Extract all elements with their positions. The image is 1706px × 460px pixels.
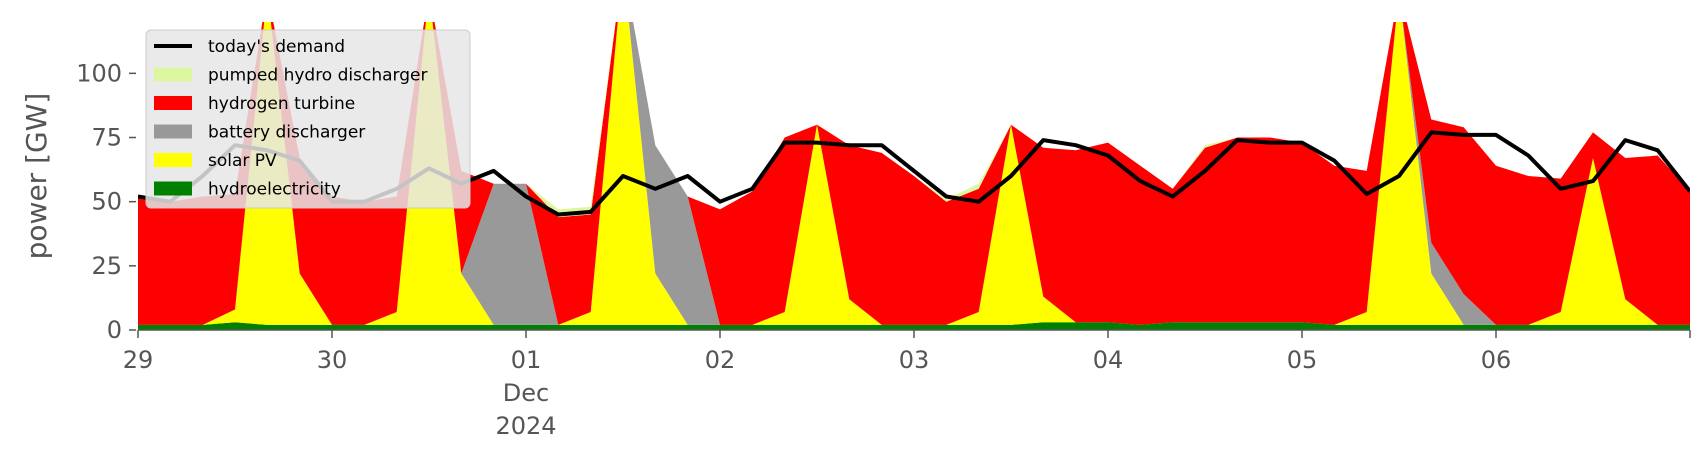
area-battery-discharger [138, 22, 1690, 325]
legend-label: hydroelectricity [208, 180, 341, 200]
legend-swatch [154, 96, 192, 110]
legend-label: solar PV [208, 151, 277, 171]
y-tick-label: 0 [107, 316, 122, 344]
legend: today's demand pumped hydro discharger hyd… [145, 29, 471, 209]
x-tick-year: 2024 [495, 412, 556, 440]
legend-label: hydrogen turbine [208, 94, 355, 114]
legend-swatch [154, 181, 192, 196]
y-tick-label: 50 [91, 188, 122, 216]
y-tick-label: 100 [76, 59, 122, 87]
legend-swatch [154, 153, 192, 167]
legend-swatch [154, 124, 192, 139]
legend-label: today's demand [208, 37, 345, 57]
y-axis-title: power [GW] [20, 93, 53, 260]
x-tick-label: 01 [511, 346, 542, 374]
y-tick-label: 25 [91, 252, 122, 280]
area-hydroelectricity [138, 322, 1690, 330]
y-tick-label: 75 [91, 124, 122, 152]
x-tick-label: 05 [1287, 346, 1318, 374]
axes: 0 25 50 75 100 29 30 01 Dec 2024 02 03 04 05 06 [76, 59, 1691, 440]
x-tick-label: 30 [317, 346, 348, 374]
x-tick-label: 06 [1481, 346, 1512, 374]
x-tick-label: 29 [123, 346, 154, 374]
x-tick-label: 04 [1093, 346, 1124, 374]
area-hydrogen-turbine [138, 22, 1690, 325]
legend-label: pumped hydro discharger [208, 66, 427, 86]
legend-box [145, 29, 471, 209]
x-tick-label: 02 [705, 346, 736, 374]
x-tick-label: 03 [899, 346, 930, 374]
legend-label: battery discharger [208, 123, 365, 143]
legend-swatch [154, 67, 192, 82]
x-tick-month: Dec [503, 379, 549, 407]
